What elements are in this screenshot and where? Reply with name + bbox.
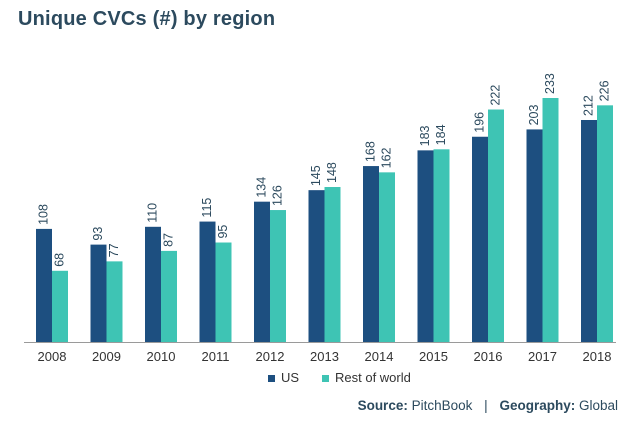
data-label-rest-of-world-2008: 68 (52, 253, 66, 267)
data-label-rest-of-world-2014: 162 (379, 147, 393, 168)
data-label-rest-of-world-2011: 95 (216, 225, 230, 239)
source-value: PitchBook (411, 398, 473, 413)
data-label-us-2009: 93 (91, 227, 105, 241)
x-tick-label-2008: 2008 (38, 349, 67, 364)
data-label-us-2008: 108 (36, 204, 50, 225)
bar-us-2013 (308, 190, 325, 342)
x-tick-label-2012: 2012 (256, 349, 285, 364)
data-label-us-2010: 110 (145, 203, 159, 223)
bar-us-2010 (145, 226, 161, 342)
legend-swatch-rest-of-world (322, 375, 329, 382)
legend-swatch-us (268, 375, 275, 382)
source-label: Source: (357, 398, 408, 413)
data-label-rest-of-world-2017: 233 (543, 73, 557, 94)
data-label-us-2017: 203 (527, 105, 541, 126)
x-tick-label-2013: 2013 (310, 349, 339, 364)
data-label-rest-of-world-2013: 148 (325, 162, 339, 183)
geography-value: Global (578, 398, 618, 413)
x-tick-label-2015: 2015 (419, 349, 448, 364)
bar-rest-of-world-2010 (161, 250, 177, 342)
bar-rest-of-world-2011 (215, 242, 232, 342)
data-label-rest-of-world-2010: 87 (161, 233, 175, 247)
data-label-us-2015: 183 (418, 125, 432, 146)
x-tick-label-2011: 2011 (202, 349, 230, 364)
source-separator: | (484, 398, 488, 413)
data-label-us-2013: 145 (309, 165, 323, 186)
bar-rest-of-world-2017 (542, 98, 559, 342)
bar-us-2012 (254, 201, 270, 342)
data-label-us-2011: 115 (200, 198, 214, 218)
x-tick-label-2018: 2018 (583, 349, 612, 364)
data-label-rest-of-world-2018: 226 (597, 80, 611, 101)
source-note: Source: PitchBook | Geography: Global (358, 398, 618, 413)
bar-rest-of-world-2015 (433, 149, 450, 342)
x-tick-label-2010: 2010 (147, 349, 176, 364)
bar-us-2018 (581, 119, 597, 342)
legend-label-rest-of-world: Rest of world (335, 370, 411, 385)
data-label-rest-of-world-2012: 126 (270, 185, 284, 206)
data-label-us-2012: 134 (254, 177, 268, 198)
bar-rest-of-world-2012 (270, 210, 286, 342)
bar-rest-of-world-2013 (324, 187, 341, 342)
data-label-rest-of-world-2015: 184 (434, 124, 448, 145)
data-label-us-2014: 168 (363, 141, 377, 162)
legend-label-us: US (281, 370, 299, 385)
bar-us-2011 (199, 221, 216, 342)
data-label-rest-of-world-2009: 77 (107, 243, 121, 257)
data-label-us-2018: 212 (581, 95, 595, 116)
x-tick-label-2014: 2014 (365, 349, 394, 364)
bar-us-2017 (526, 129, 543, 342)
bar-rest-of-world-2008 (52, 270, 68, 342)
bar-rest-of-world-2009 (106, 261, 123, 342)
x-tick-label-2009: 2009 (92, 349, 121, 364)
bar-rest-of-world-2016 (488, 109, 504, 342)
bar-us-2008 (36, 228, 52, 342)
bar-rest-of-world-2014 (379, 172, 395, 342)
bar-us-2014 (363, 166, 379, 342)
x-tick-label-2016: 2016 (474, 349, 503, 364)
bar-rest-of-world-2018 (597, 105, 613, 342)
data-label-us-2016: 196 (472, 112, 486, 133)
x-tick-label-2017: 2017 (528, 349, 557, 364)
chart-title: Unique CVCs (#) by region (18, 8, 276, 30)
bar-us-2015 (417, 150, 434, 342)
geography-label: Geography: (499, 398, 576, 413)
bar-us-2016 (472, 136, 488, 342)
data-label-rest-of-world-2016: 222 (488, 85, 502, 106)
bar-us-2009 (90, 244, 107, 342)
